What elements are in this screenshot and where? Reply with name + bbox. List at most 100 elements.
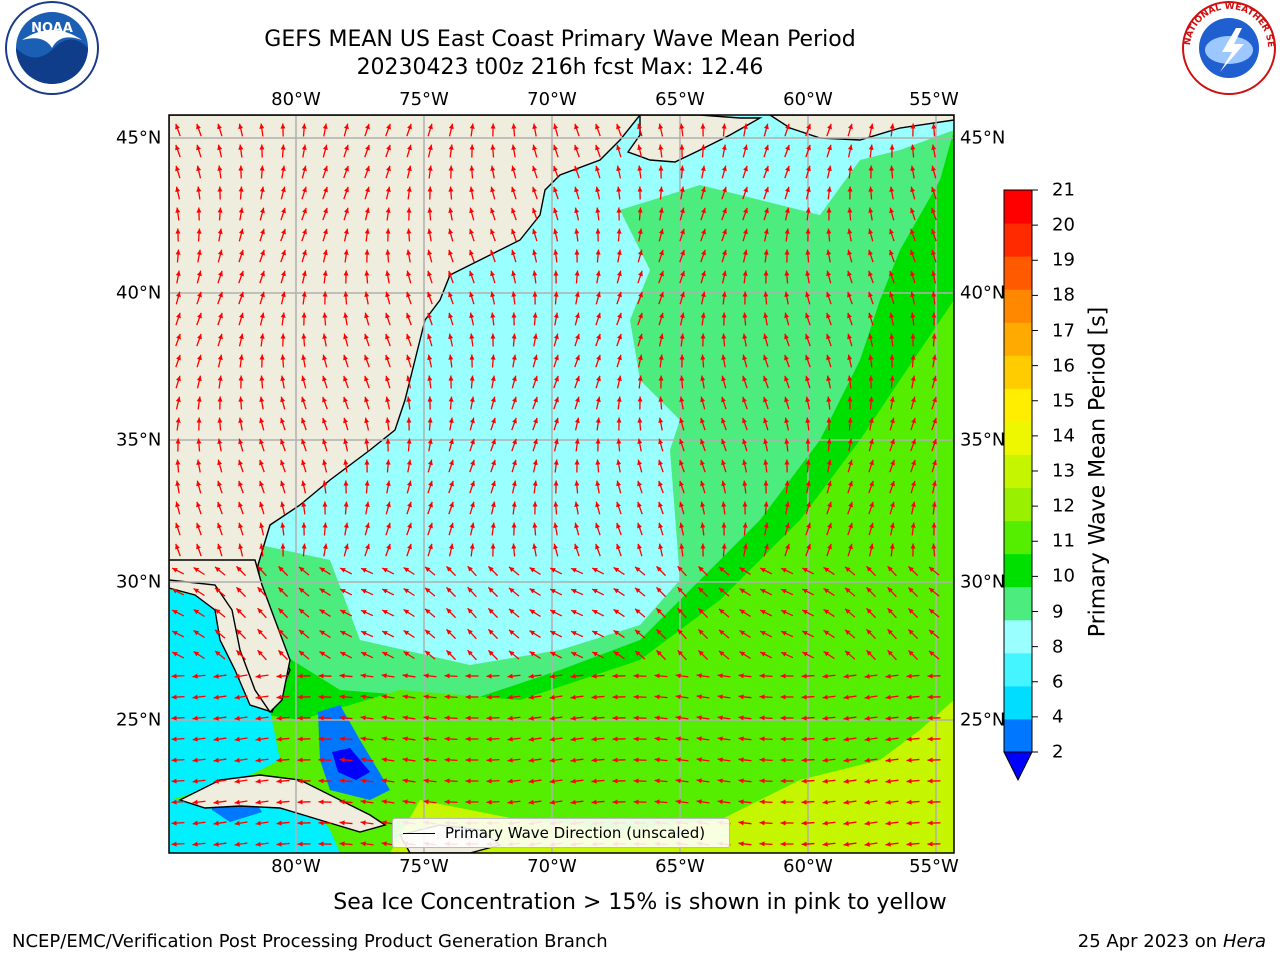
wave-arrow-head (171, 757, 177, 763)
wave-arrow-head (385, 249, 391, 255)
wave-arrow-head (276, 820, 282, 826)
wave-arrow-head (616, 144, 621, 151)
wave-arrow-head (448, 417, 454, 423)
wave-arrow-head (931, 480, 937, 487)
wave-arrow-head (801, 715, 807, 721)
wave-arrow-head (278, 566, 284, 572)
wave-arrow-head (738, 841, 744, 847)
wave-arrow-head (196, 522, 201, 529)
wave-arrow-head (908, 566, 914, 572)
wave-arrow-head (823, 630, 830, 636)
wave-arrow-head (507, 715, 513, 721)
wave-arrow-head (553, 543, 559, 550)
wave-arrow-head (360, 715, 366, 721)
wave-arrow-head (635, 566, 641, 572)
wave-arrow-head (427, 165, 433, 171)
wave-arrow-head (931, 270, 937, 277)
wave-arrow-head (257, 587, 263, 593)
wave-arrow-head (507, 799, 513, 805)
wave-arrow-head (217, 249, 223, 256)
wave-arrow-head (488, 566, 494, 572)
wave-arrow-head (532, 543, 538, 549)
wave-arrow-head (866, 566, 872, 572)
wave-arrow-head (885, 799, 891, 805)
wave-arrow-head (403, 609, 410, 615)
wave-arrow-head (570, 736, 576, 742)
wave-arrow-head (301, 396, 306, 403)
wave-arrow-head (196, 396, 202, 402)
wave-arrow-head (508, 566, 515, 572)
wave-arrow-head (490, 270, 495, 277)
wave-arrow-head (343, 291, 349, 297)
wave-arrow-head (255, 841, 261, 847)
wave-arrow-head (402, 694, 408, 700)
wave-arrow-head (827, 522, 832, 529)
wave-arrow-head (760, 610, 766, 615)
wave-arrow-head (449, 522, 454, 529)
wave-arrow-head (553, 270, 559, 276)
wave-arrow-head (238, 438, 244, 445)
wave-arrow-head (591, 715, 597, 721)
wave-arrow-head (742, 354, 748, 361)
wave-arrow-head (193, 567, 200, 573)
wave-arrow-head (721, 123, 727, 129)
wave-arrow-head (617, 291, 622, 298)
wave-arrow-head (385, 291, 391, 298)
lat-tick-left: 35°N (116, 429, 162, 451)
wave-arrow-head (760, 631, 766, 636)
wave-arrow-head (554, 396, 559, 403)
wave-arrow-head (280, 312, 286, 318)
wave-arrow-head (656, 608, 662, 614)
wave-arrow-head (385, 459, 391, 465)
wave-arrow-head (365, 186, 370, 193)
wave-arrow-head (385, 186, 391, 193)
wave-arrow-head (301, 312, 307, 318)
wave-arrow-head (843, 715, 849, 721)
wave-arrow-head (826, 354, 831, 361)
wave-arrow-head (175, 228, 181, 234)
wave-arrow-head (234, 820, 240, 826)
wave-arrow-head (467, 566, 473, 572)
wave-arrow-head (910, 144, 916, 150)
wave-arrow-head (469, 270, 474, 277)
wave-arrow-head (927, 673, 933, 679)
wave-arrow-head (738, 820, 744, 826)
wave-arrow-head (297, 778, 303, 784)
wave-arrow-head (658, 123, 664, 130)
colorbar-tick-label: 20 (1052, 214, 1075, 236)
wave-arrow-head (532, 207, 537, 214)
wave-arrow-head (931, 291, 937, 297)
wave-arrow-head (781, 589, 787, 594)
wave-arrow-head (781, 568, 787, 573)
wave-arrow-head (868, 438, 874, 445)
wave-arrow-head (528, 799, 534, 805)
colorbar-tick-label: 19 (1052, 249, 1075, 271)
wave-arrow-head (339, 694, 345, 700)
wave-arrow-head (679, 333, 685, 339)
wave-arrow-head (637, 396, 643, 402)
wave-arrow-head (910, 333, 916, 339)
wave-arrow-head (364, 207, 370, 214)
wave-arrow-head (448, 123, 454, 130)
colorbar-tick-label: 21 (1052, 179, 1075, 201)
wave-arrow-head (637, 165, 643, 171)
wave-arrow-head (423, 799, 429, 805)
wave-arrow-head (385, 312, 390, 319)
wave-arrow-head (423, 778, 429, 784)
wave-arrow-head (616, 186, 622, 192)
wave-arrow-head (595, 123, 600, 130)
wave-arrow-head (906, 757, 912, 763)
wave-arrow-head (486, 715, 492, 721)
wave-arrow-head (381, 673, 387, 679)
wave-arrow-head (343, 480, 349, 486)
wave-arrow-head (659, 270, 664, 277)
wave-arrow-head (318, 841, 324, 847)
wave-arrow-head (511, 186, 516, 193)
wave-arrow-head (680, 270, 685, 277)
wave-arrow-head (784, 438, 790, 444)
wave-arrow-head (596, 312, 601, 319)
wave-arrow-head (764, 144, 769, 151)
wave-arrow-head (217, 375, 223, 381)
wave-arrow-head (908, 629, 914, 635)
wave-arrow-head (490, 543, 496, 549)
